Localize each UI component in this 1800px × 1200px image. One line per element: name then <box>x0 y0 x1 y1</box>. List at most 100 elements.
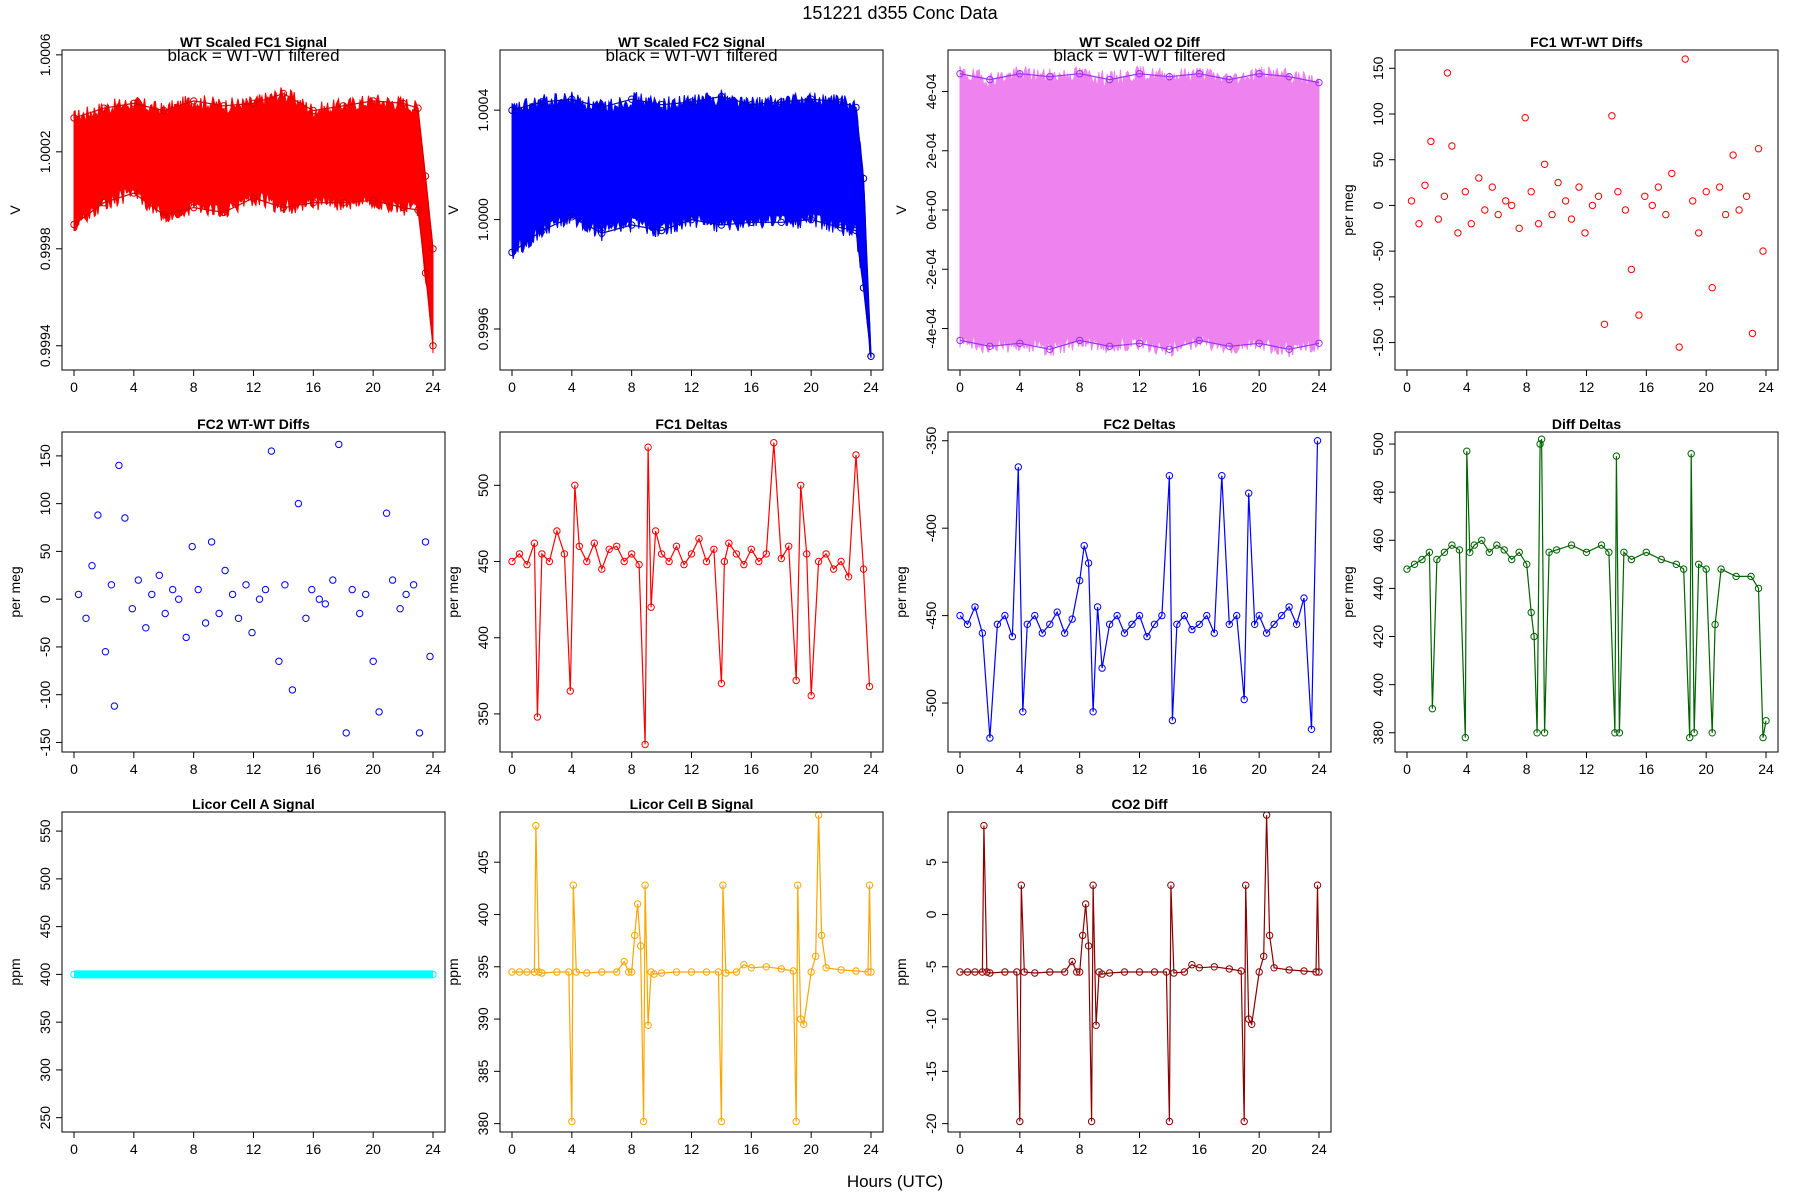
data-point <box>1173 620 1181 628</box>
x-tick-label: 0 <box>1403 379 1411 395</box>
y-tick-label: 0.9994 <box>37 324 53 367</box>
data-point <box>1627 555 1636 564</box>
data-point <box>568 213 576 221</box>
data-point <box>194 585 202 594</box>
data-point <box>1759 733 1767 742</box>
data-point <box>1265 931 1274 940</box>
data-point <box>309 199 317 207</box>
data-point <box>1410 560 1419 568</box>
data-point <box>1612 452 1621 460</box>
data-point <box>986 969 994 977</box>
data-point <box>294 499 303 508</box>
data-point <box>807 691 815 700</box>
data-point <box>1527 188 1535 196</box>
chart-panel-7: 0 4 8 12 16 20 24 -500 -450 -400 -350 per meg FC2 De… <box>893 416 1332 777</box>
data-point <box>255 595 264 603</box>
data-point <box>1277 611 1286 620</box>
data-point <box>1165 472 1174 480</box>
data-point <box>1427 137 1435 146</box>
data-point <box>837 966 845 974</box>
data-point <box>740 560 748 569</box>
x-tick-label: 0 <box>508 761 516 777</box>
y-tick-label: 5 <box>923 858 939 866</box>
x-tick-label: 0 <box>1403 761 1411 777</box>
data-point <box>1642 548 1651 556</box>
data-point <box>421 269 430 277</box>
data-point <box>414 104 422 112</box>
data-point <box>249 970 258 979</box>
signal-band <box>73 87 434 354</box>
data-point <box>1403 565 1411 573</box>
data-point <box>1675 343 1683 351</box>
panel-title: WT Scaled FC2 Signal <box>618 34 765 50</box>
panel-title: Licor Cell A Signal <box>192 796 315 812</box>
y-tick-label: 250 <box>37 1106 53 1130</box>
plot-area <box>956 812 1323 1126</box>
data-point <box>356 609 364 618</box>
data-point <box>1165 73 1174 81</box>
data-point <box>598 103 606 112</box>
data-point <box>719 881 727 889</box>
data-point <box>1225 965 1234 973</box>
data-point <box>1467 220 1476 228</box>
data-point <box>1754 584 1763 593</box>
y-axis-label: V <box>7 205 23 215</box>
data-point <box>844 573 853 581</box>
plot-area <box>74 440 434 737</box>
data-point <box>963 968 972 976</box>
data-point <box>1061 629 1069 637</box>
data-point <box>201 619 210 627</box>
y-tick-label: 400 <box>475 626 491 650</box>
y-axis-label: per meg <box>893 566 909 617</box>
data-point <box>82 614 90 622</box>
data-point <box>1635 311 1643 319</box>
series-1 <box>74 440 434 737</box>
data-point <box>1135 968 1144 976</box>
data-point <box>1672 560 1681 568</box>
y-tick-label: -5 <box>923 960 939 973</box>
y-tick-label: 385 <box>475 1059 491 1083</box>
figure-xlabel: Hours (UTC) <box>847 1172 943 1191</box>
data-point <box>1285 345 1293 353</box>
data-point <box>414 206 422 214</box>
data-point <box>288 686 297 694</box>
data-point <box>1407 197 1416 205</box>
data-point <box>628 968 636 976</box>
data-point <box>1150 620 1159 628</box>
data-point <box>1082 900 1090 908</box>
x-tick-label: 20 <box>1698 379 1714 395</box>
x-tick-label: 16 <box>306 761 322 777</box>
data-point <box>1076 576 1084 585</box>
data-point <box>399 203 407 212</box>
data-point <box>121 514 129 522</box>
data-point <box>1016 70 1024 78</box>
y-tick-label: 2e-04 <box>923 133 939 169</box>
data-point <box>308 585 316 594</box>
data-point <box>1508 201 1516 210</box>
data-point <box>1285 603 1293 611</box>
data-point <box>1300 594 1308 602</box>
x-tick-label: 20 <box>803 1141 819 1157</box>
data-point <box>188 542 196 551</box>
data-point <box>986 75 994 84</box>
plot-area <box>508 812 875 1126</box>
data-point <box>1470 541 1479 549</box>
data-point <box>1203 611 1211 620</box>
data-point <box>1594 192 1603 201</box>
x-tick-label: 16 <box>744 379 760 395</box>
chart-panel-9: 0 4 8 12 16 20 24 250 300 350 400 450 500 550 ppm Licor… <box>7 796 446 1157</box>
data-point <box>110 702 119 710</box>
data-point <box>1087 1117 1096 1126</box>
panel-title: WT Scaled O2 Diff <box>1079 34 1200 50</box>
data-point <box>339 102 347 110</box>
x-tick-label: 24 <box>1311 761 1327 777</box>
chart-panel-2: 0 4 8 12 16 20 24 0.9996 1.0000 1.0004 V WT Scaled … <box>445 34 884 395</box>
data-point <box>583 969 591 977</box>
x-tick-label: 24 <box>425 379 441 395</box>
data-point <box>1600 320 1609 328</box>
y-tick-label: 100 <box>37 492 53 516</box>
data-point <box>789 967 797 975</box>
y-tick-label: 500 <box>475 473 491 497</box>
figure-title: 151221 d355 Conc Data <box>802 3 998 23</box>
data-point <box>100 199 108 207</box>
